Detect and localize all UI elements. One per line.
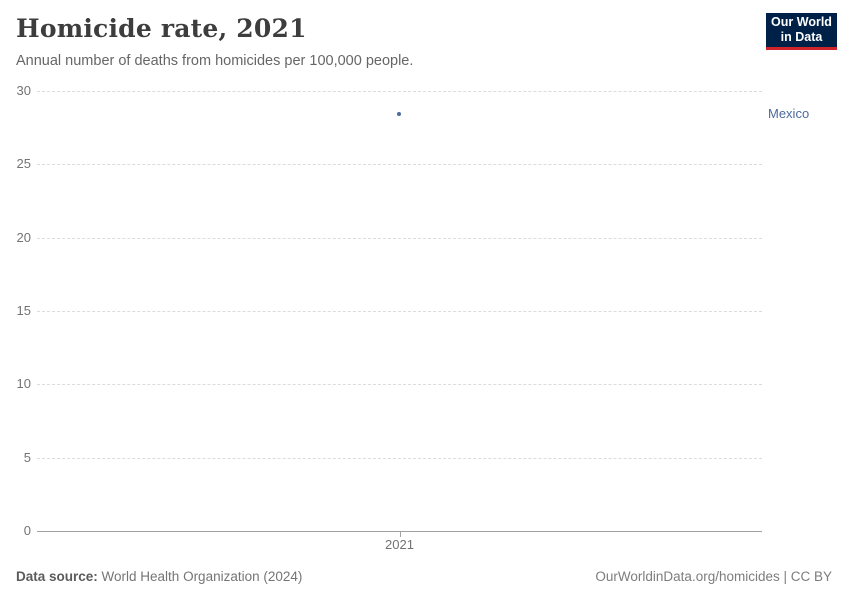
- y-tick-label: 15: [16, 303, 31, 318]
- gridline: [37, 457, 762, 459]
- y-tick-label: 30: [16, 83, 31, 98]
- chart-footer: Data source: World Health Organization (…: [16, 569, 832, 585]
- y-tick-label: 10: [16, 376, 31, 392]
- data-source-note: Data source: World Health Organization (…: [16, 569, 302, 585]
- attribution-link[interactable]: OurWorldinData.org/homicides | CC BY: [595, 569, 832, 584]
- owid-logo[interactable]: Our World in Data: [766, 13, 837, 50]
- y-tick-label: 0: [23, 523, 31, 538]
- gridline: [37, 311, 762, 312]
- page-title: Homicide rate, 2021: [16, 14, 307, 43]
- gridline: [37, 91, 762, 92]
- y-tick-label: 5: [23, 449, 31, 465]
- owid-logo-line1: Our World: [771, 15, 832, 29]
- y-tick-label: 25: [16, 156, 31, 172]
- data-source-value: World Health Organization (2024): [97, 569, 303, 584]
- x-axis-tick: [399, 531, 401, 537]
- gridline: [37, 164, 762, 166]
- chart-subtitle: Annual number of deaths from homicides p…: [16, 53, 414, 69]
- gridline: [37, 237, 762, 239]
- owid-logo-line2: in Data: [780, 30, 823, 44]
- data-point-mexico[interactable]: [397, 111, 401, 116]
- x-tick-label: 2021: [385, 537, 414, 552]
- data-source-label: Data source:: [16, 569, 98, 584]
- gridline: [37, 384, 762, 386]
- y-tick-label: 20: [16, 229, 31, 245]
- entity-label-mexico[interactable]: Mexico: [768, 106, 810, 122]
